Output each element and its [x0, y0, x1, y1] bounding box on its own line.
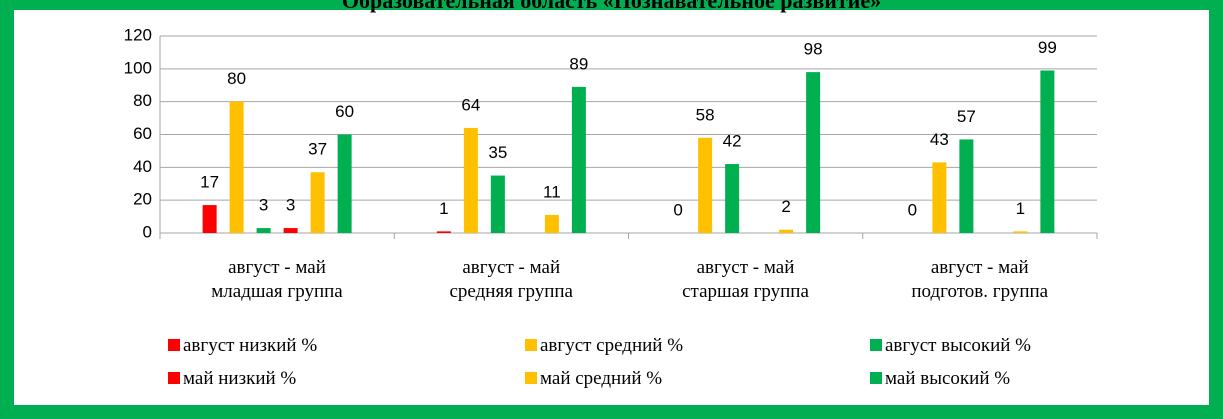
y-tick-label: 80	[133, 91, 152, 110]
legend-swatch	[870, 339, 882, 351]
data-label: 58	[696, 105, 715, 124]
y-tick-label: 60	[133, 124, 152, 143]
legend-swatch	[525, 372, 537, 384]
legend-swatch	[525, 339, 537, 351]
bar	[1013, 231, 1028, 233]
legend-label: май низкий %	[183, 368, 297, 389]
legend-swatch	[168, 372, 180, 384]
bar	[725, 164, 740, 233]
legend-label: август средний %	[540, 335, 684, 356]
data-label: 17	[200, 173, 219, 192]
legend-label: май средний %	[540, 368, 663, 389]
bar	[202, 205, 217, 233]
bar	[229, 101, 244, 234]
data-label: 3	[286, 196, 295, 215]
bar	[698, 137, 713, 233]
legend-entry: май низкий %	[168, 368, 296, 390]
bar	[463, 127, 478, 233]
legend-label: май высокий %	[885, 368, 1011, 389]
data-label: 98	[804, 40, 823, 59]
legend-swatch	[870, 372, 882, 384]
legend-entry: август низкий %	[168, 335, 317, 357]
bar	[544, 214, 559, 233]
data-label: 37	[308, 140, 327, 159]
data-label: 35	[488, 143, 507, 162]
data-label: 43	[930, 130, 949, 149]
x-tick-label: август - май средняя группа	[449, 257, 574, 302]
bar	[256, 228, 271, 233]
y-tick-label: 0	[143, 222, 152, 241]
data-label: 64	[461, 95, 480, 114]
bar	[436, 231, 451, 233]
data-label: 3	[259, 196, 268, 215]
data-label: 99	[1038, 38, 1057, 57]
legend-swatch	[168, 339, 180, 351]
data-label: 0	[673, 200, 682, 219]
bar	[959, 139, 974, 233]
data-label: 1	[439, 199, 448, 218]
x-tick-label: август - май подготов. группа	[911, 257, 1049, 302]
y-tick-label: 40	[133, 157, 152, 176]
data-label: 89	[569, 54, 588, 73]
data-label: 2	[781, 197, 790, 216]
legend-label: август высокий %	[885, 335, 1031, 356]
legend-entry: май средний %	[525, 368, 662, 390]
data-label: 42	[723, 132, 742, 151]
bar	[337, 134, 352, 233]
bar	[779, 229, 794, 233]
data-label: 57	[957, 107, 976, 126]
y-tick-label: 100	[124, 58, 152, 77]
y-tick-label: 120	[124, 25, 152, 44]
x-tick-label: август - май старшая группа	[682, 257, 809, 302]
data-label: 80	[227, 69, 246, 88]
bar	[932, 162, 947, 233]
data-label: 1	[1016, 199, 1025, 218]
legend-entry: август средний %	[525, 335, 683, 357]
x-tick-label: август - май младшая группа	[211, 257, 343, 302]
bar	[571, 86, 586, 234]
bar	[1040, 70, 1055, 233]
legend-label: август низкий %	[183, 335, 318, 356]
legend-entry: август высокий %	[870, 335, 1031, 357]
bar	[490, 175, 505, 233]
y-tick-label: 20	[133, 190, 152, 209]
chart-title: Образовательная область «Познавательное …	[341, 0, 882, 13]
bar	[283, 228, 298, 233]
data-label: 0	[908, 200, 917, 219]
legend-entry: май высокий %	[870, 368, 1010, 390]
bar	[806, 72, 821, 233]
bar	[310, 172, 325, 233]
data-label: 60	[335, 102, 354, 121]
data-label: 11	[543, 182, 561, 201]
